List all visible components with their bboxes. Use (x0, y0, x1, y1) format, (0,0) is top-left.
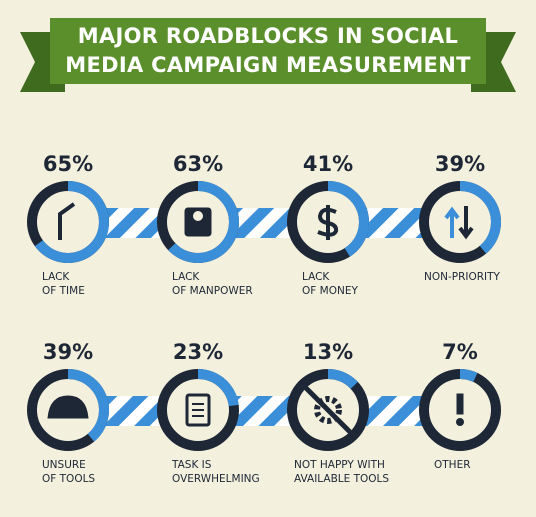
helmet-icon (47, 395, 89, 419)
arrow-down (458, 206, 474, 240)
value-label: 13% (302, 340, 354, 364)
ring-arc (168, 181, 239, 263)
ring-arc (327, 181, 369, 257)
clipboard-icon (185, 393, 211, 427)
category-label: TASK IS OVERWHELMING (172, 459, 260, 485)
category-label: NOT HAPPY WITH AVAILABLE TOOLS (294, 459, 390, 485)
clock-icon (58, 202, 76, 240)
ring-arc (459, 181, 501, 254)
ring-arc (197, 369, 239, 407)
chart-title: MAJOR ROADBLOCKS IN SOCIAL MEDIA CAMPAIG… (65, 24, 471, 77)
category-label: UNSURE OF TOOLS (42, 459, 96, 485)
value-label: 39% (42, 340, 94, 364)
person-icon (184, 207, 212, 237)
gear-icon (314, 396, 342, 424)
ring-arc (34, 181, 109, 263)
value-label: 39% (434, 152, 486, 176)
ribbon (50, 18, 486, 84)
dollar-icon (317, 205, 339, 240)
category-label: LACK OF MONEY (302, 271, 358, 297)
value-label: 65% (42, 152, 94, 176)
icons (47, 202, 474, 434)
category-label: NON-PRIORITY (424, 271, 500, 283)
category-label: OTHER (434, 459, 471, 471)
stripe-band (60, 208, 460, 238)
ring-arc (67, 369, 109, 442)
value-label: 23% (172, 340, 224, 364)
ring-arc (327, 369, 358, 389)
category-label: LACK OF TIME (42, 271, 85, 297)
arrow-up (444, 206, 460, 238)
value-label: 63% (172, 152, 224, 176)
stripe-band (60, 396, 460, 426)
category-label: LACK OF MANPOWER (172, 271, 253, 297)
ring-arc (459, 369, 478, 383)
value-label: 41% (302, 152, 354, 176)
exclamation-icon (456, 393, 464, 415)
value-label: 7% (442, 340, 478, 364)
